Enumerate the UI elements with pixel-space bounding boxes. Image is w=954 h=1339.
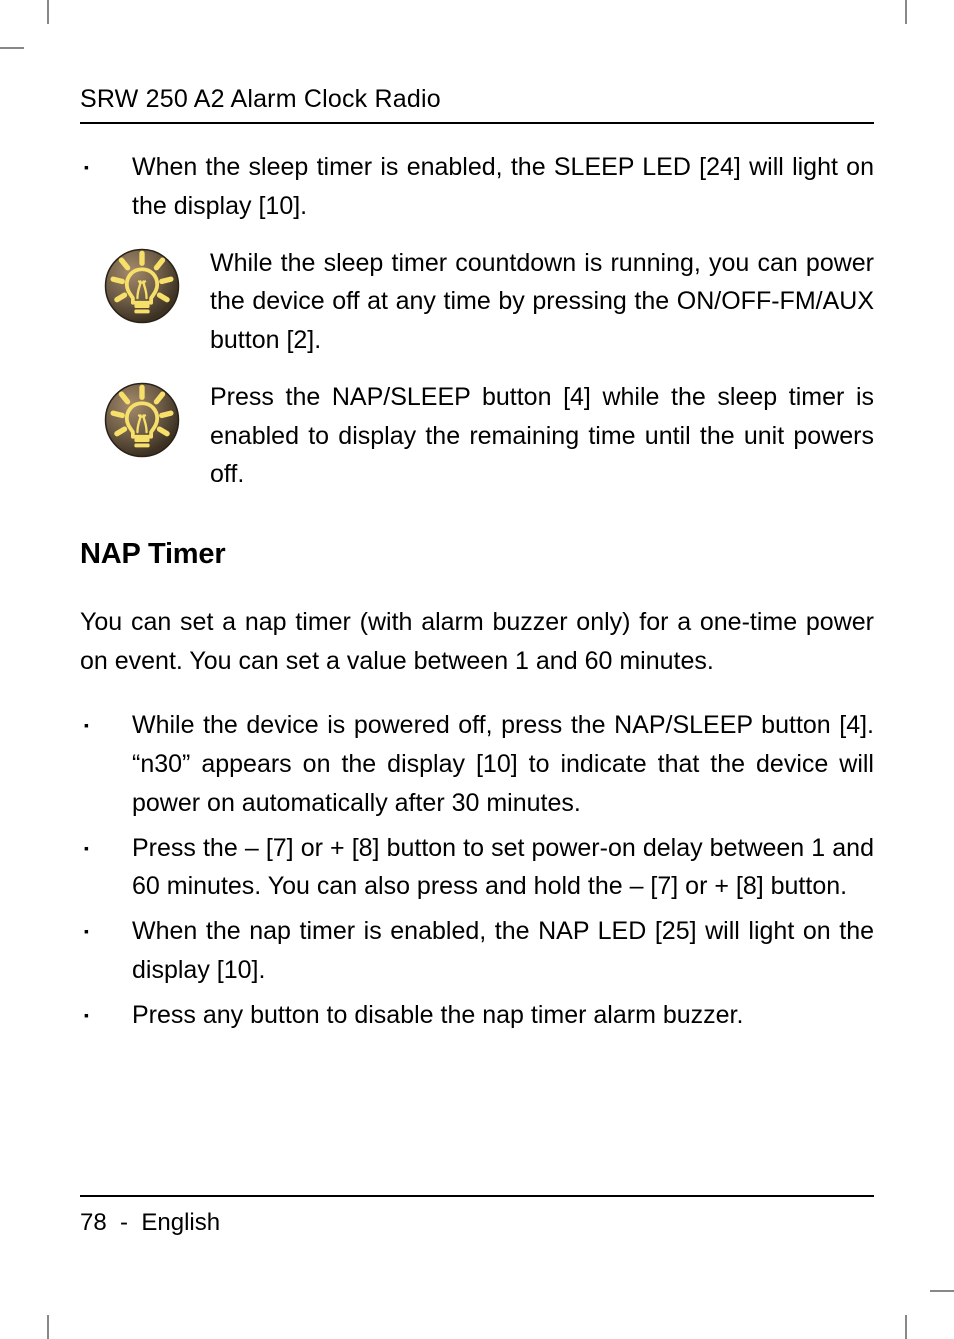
- running-header: SRW 250 A2 Alarm Clock Radio: [80, 85, 874, 122]
- nap-timer-heading: NAP Timer: [80, 532, 874, 577]
- list-item: ▪ Press the – [7] or + [8] button to set…: [80, 829, 874, 907]
- list-item: ▪ Press any button to disable the nap ti…: [80, 996, 874, 1035]
- bullet-text: When the nap timer is enabled, the NAP L…: [132, 912, 874, 990]
- tip-row: While the sleep timer countdown is runni…: [80, 244, 874, 360]
- tip-text: While the sleep timer countdown is runni…: [210, 244, 874, 360]
- footer-rule: [80, 1195, 874, 1197]
- page-content: ▪ When the sleep timer is enabled, the S…: [80, 148, 874, 1183]
- page-footer: 78 - English: [80, 1209, 874, 1239]
- bullet-marker: ▪: [80, 706, 132, 822]
- list-item: ▪ While the device is powered off, press…: [80, 706, 874, 822]
- nap-intro-paragraph: You can set a nap timer (with alarm buzz…: [80, 603, 874, 681]
- tip-icon-cell: [80, 378, 210, 470]
- page-number: 78: [80, 1209, 107, 1236]
- tip-icon-cell: [80, 244, 210, 336]
- bullet-text: When the sleep timer is enabled, the SLE…: [132, 148, 874, 226]
- tip-text: Press the NAP/SLEEP button [4] while the…: [210, 378, 874, 494]
- bullet-text: Press the – [7] or + [8] button to set p…: [132, 829, 874, 907]
- nap-bullet-list: ▪ While the device is powered off, press…: [80, 706, 874, 1034]
- bullet-text: Press any button to disable the nap time…: [132, 996, 874, 1035]
- tip-row: Press the NAP/SLEEP button [4] while the…: [80, 378, 874, 494]
- bullet-marker: ▪: [80, 912, 132, 990]
- lightbulb-tip-icon: [104, 382, 180, 458]
- document-page: SRW 250 A2 Alarm Clock Radio ▪ When the …: [80, 85, 874, 1239]
- lightbulb-tip-icon: [104, 248, 180, 324]
- sleep-bullet-list: ▪ When the sleep timer is enabled, the S…: [80, 148, 874, 226]
- bullet-marker: ▪: [80, 996, 132, 1035]
- bullet-text: While the device is powered off, press t…: [132, 706, 874, 822]
- header-rule: [80, 122, 874, 124]
- bullet-marker: ▪: [80, 148, 132, 226]
- list-item: ▪ When the sleep timer is enabled, the S…: [80, 148, 874, 226]
- footer-separator: -: [120, 1209, 128, 1236]
- list-item: ▪ When the nap timer is enabled, the NAP…: [80, 912, 874, 990]
- bullet-marker: ▪: [80, 829, 132, 907]
- footer-language: English: [141, 1209, 220, 1236]
